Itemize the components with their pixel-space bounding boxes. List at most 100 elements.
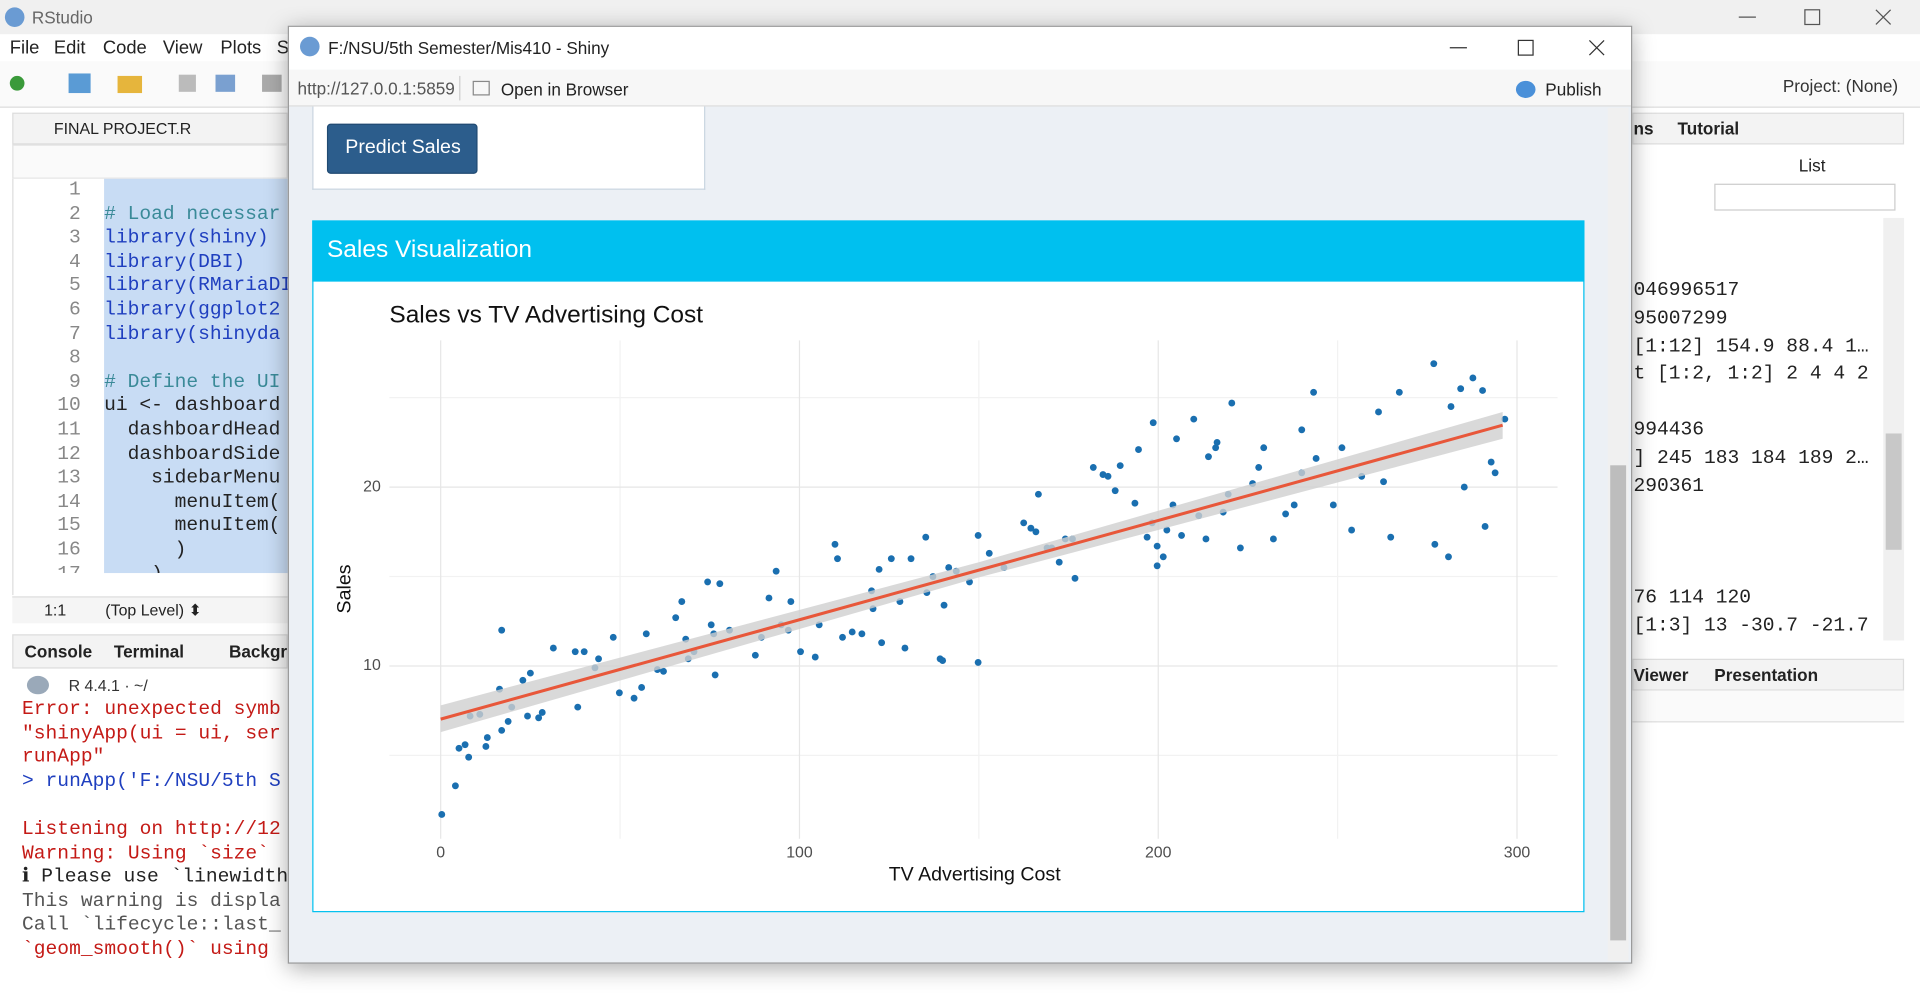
code-area: 123456789101112131415161718# Load necess… [12,178,288,573]
point [438,811,446,818]
menu-item[interactable]: Plots [220,37,262,59]
project-label[interactable]: Project: (None) [1782,75,1899,96]
x-axis-label: TV Advertising Cost [889,864,1061,886]
list-toggle[interactable]: List [1798,155,1826,176]
point [1153,542,1161,550]
point [765,594,773,602]
point [1447,403,1455,411]
point [1071,574,1079,582]
scrollbar[interactable] [1883,217,1905,641]
editor-tab[interactable]: FINAL PROJECT.R [53,119,192,138]
y-tick-label: 10 [363,657,381,674]
point [638,684,646,691]
point [1329,501,1337,509]
chart-title: Sales vs TV Advertising Cost [389,301,703,328]
menu-item[interactable]: Edit [53,37,86,59]
menu-item[interactable]: File [9,37,40,59]
app-icon [4,7,25,27]
predict-button-label[interactable]: Predict Sales [345,137,461,158]
line-number: 5 [69,274,81,297]
address-bar [288,69,1632,107]
window-controls[interactable] [1433,32,1617,64]
point [940,601,948,609]
viewer-tabs [1632,658,1905,691]
tab[interactable]: ns [1633,118,1654,139]
point [939,657,947,665]
r-version: R 4.4.1 · ~/ [68,676,148,695]
open-in-browser[interactable]: Open in Browser [500,79,629,100]
status-bar [12,596,288,624]
window-controls[interactable] [1727,0,1911,34]
point [451,782,459,790]
env-value: 76 114 120 [1633,586,1752,609]
point [1212,444,1220,452]
point [609,633,617,641]
point [751,651,759,659]
scroll-thumb[interactable] [1610,465,1627,941]
code-line: menuItem( [104,490,281,513]
point [461,741,469,749]
console-line: "shinyApp(ui = ui, ser [22,721,281,744]
point [1213,438,1221,446]
point [772,567,780,575]
point [642,630,650,638]
console-tab[interactable]: Console [24,641,93,662]
code-line: ui <- dashboard [104,394,281,417]
point [711,671,719,679]
env-tabs [1632,112,1905,145]
menu-item[interactable]: View [162,37,203,59]
line-number: 6 [69,298,81,321]
separator [459,75,461,101]
console-line: Call `lifecycle::last_ [22,913,281,936]
point [848,628,856,636]
url[interactable]: http://127.0.0.1:5859 [297,78,455,98]
point [1135,446,1142,453]
point [498,626,506,634]
point [945,564,953,572]
tab[interactable]: Viewer [1633,664,1689,685]
code-line: ) [104,564,163,573]
point [1501,415,1509,423]
point [1312,455,1320,462]
env-value: 046996517 [1633,279,1740,302]
code-line: ) [104,538,187,561]
menu-item[interactable]: Code [102,37,147,59]
line-number: 4 [69,250,81,273]
line-number: 7 [69,322,81,345]
code-line: library(RMariaDI [104,274,288,297]
console-tab[interactable]: Terminal [113,641,185,662]
line-number: 1 [69,178,81,201]
point [1190,415,1198,423]
scope[interactable]: (Top Level) ⬍ [105,600,202,619]
point [1104,472,1112,480]
point [1445,553,1452,561]
plot-box-title: Sales Visualization [326,236,533,264]
point [704,578,712,586]
point [1282,510,1290,518]
search-box[interactable] [1714,183,1896,211]
console-line: runApp" [22,745,105,768]
point [1457,385,1465,393]
predict-button[interactable] [326,123,478,174]
point [858,630,866,638]
point [1338,444,1346,452]
menu: File Edit Code View Plots S [0,34,294,61]
console-tab[interactable]: Backgro [228,641,288,662]
console-line: Warning: Using `size` [22,841,269,864]
console-line: > runApp('F:/NSU/5th S [22,769,281,792]
point [1487,458,1495,466]
toolbar-icons [9,73,282,94]
scroll-thumb[interactable] [1885,433,1902,550]
point [834,555,841,563]
publish-button[interactable]: Publish [1545,79,1602,100]
tab[interactable]: Tutorial [1677,118,1740,139]
line-number: 17 [12,564,81,573]
tab[interactable]: Presentation [1714,664,1819,685]
point [716,580,724,588]
point [1163,526,1171,534]
point [1260,444,1268,452]
menu-item[interactable]: S [276,37,289,59]
